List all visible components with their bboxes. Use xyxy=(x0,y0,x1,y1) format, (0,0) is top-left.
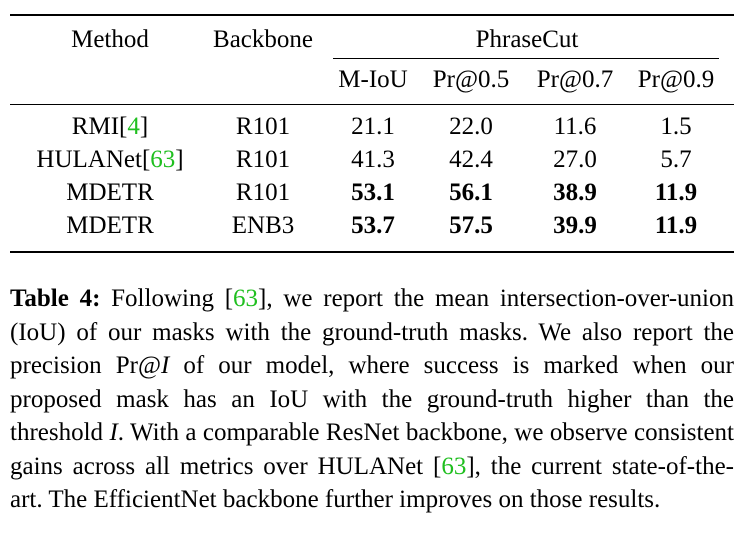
header-rule xyxy=(10,104,734,105)
header-pr09: Pr@0.9 xyxy=(637,66,715,93)
table-cell: 1.5 xyxy=(660,113,692,140)
table-cell: 11.9 xyxy=(654,179,698,206)
table-cell: 42.4 xyxy=(449,146,493,173)
caption-text: . With a comparable ResNet backbone, we … xyxy=(10,419,734,480)
table-row-backbone: R101 xyxy=(235,179,291,206)
table-row-method: RMI[4] xyxy=(71,113,149,140)
phrasecut-underline xyxy=(333,58,719,59)
table-cell: 21.1 xyxy=(351,113,395,140)
table-cell: 56.1 xyxy=(449,179,493,206)
citation-link[interactable]: 63 xyxy=(441,452,467,480)
header-phrasecut: PhraseCut xyxy=(475,26,579,53)
caption-text: Following [ xyxy=(100,285,234,312)
header-pr07: Pr@0.7 xyxy=(536,66,614,93)
table-cell: 27.0 xyxy=(553,146,597,173)
caption-variable: I xyxy=(109,419,118,446)
table-cell: 41.3 xyxy=(351,146,395,173)
table-cell: 38.9 xyxy=(553,179,597,206)
table-caption: Table 4: Following [63], we report the m… xyxy=(10,282,734,517)
caption-text: ], we report the mean intersection-over-… xyxy=(10,285,735,379)
caption-text: ], the current state-of-the-art. The Eff… xyxy=(10,452,734,514)
table-row-backbone: R101 xyxy=(235,146,291,173)
top-rule xyxy=(10,14,734,16)
caption-text: of our model, where success is marked wh… xyxy=(10,352,734,446)
table-cell: 11.6 xyxy=(553,113,597,140)
table-row-method: HULANet[63] xyxy=(36,146,184,173)
citation-link[interactable]: 63 xyxy=(150,146,176,173)
table-cell: 11.9 xyxy=(654,212,698,239)
table-cell: 53.1 xyxy=(351,179,395,206)
table-cell: 22.0 xyxy=(449,113,493,140)
bottom-rule xyxy=(10,251,734,253)
caption-label: Table 4: xyxy=(10,285,101,312)
caption-variable: I xyxy=(160,352,170,379)
header-backbone: Backbone xyxy=(213,26,313,53)
citation-link[interactable]: 4 xyxy=(127,113,140,140)
citation-link[interactable]: 63 xyxy=(233,285,259,312)
table-row-method: MDETR xyxy=(66,212,154,239)
table-cell: 39.9 xyxy=(553,212,597,239)
table-cell: 57.5 xyxy=(449,212,493,239)
table-row-backbone: ENB3 xyxy=(231,212,295,239)
header-method: Method xyxy=(71,26,149,53)
header-miou: M-IoU xyxy=(338,66,408,93)
table-row-backbone: R101 xyxy=(235,113,291,140)
header-pr05: Pr@0.5 xyxy=(432,66,510,93)
table-cell: 53.7 xyxy=(351,212,395,239)
table-cell: 5.7 xyxy=(660,146,692,173)
table-row-method: MDETR xyxy=(66,179,154,206)
